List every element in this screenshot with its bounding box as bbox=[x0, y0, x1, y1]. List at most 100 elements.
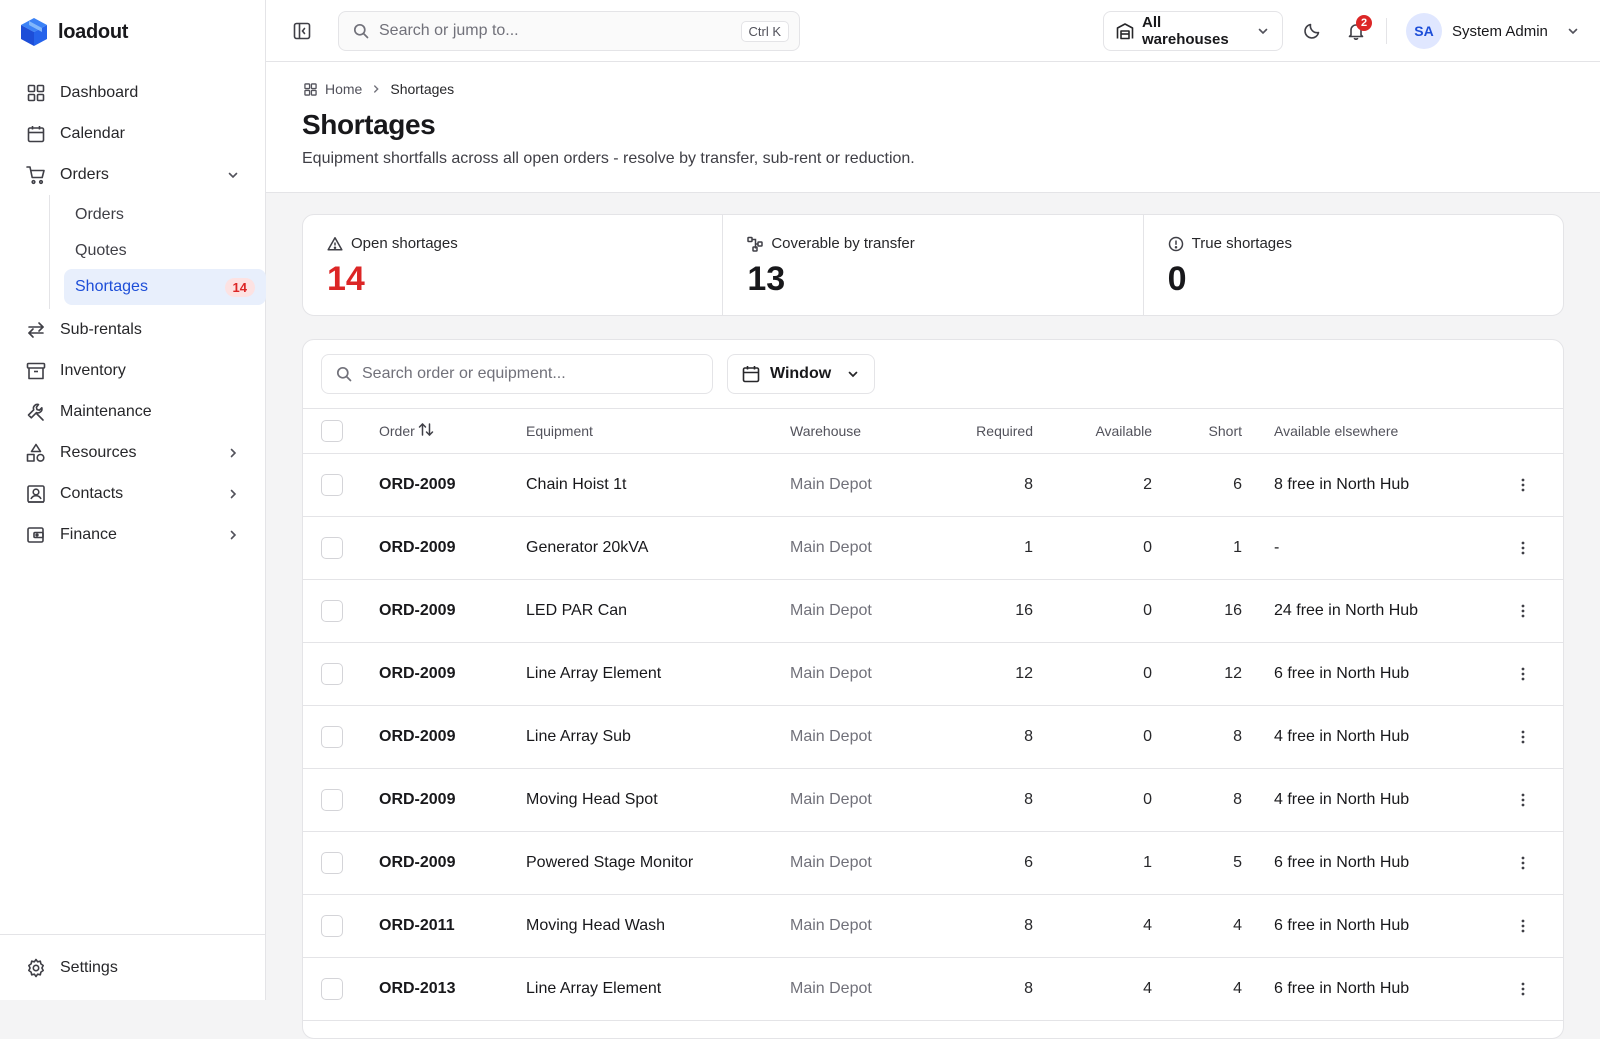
chevron-down-icon bbox=[1256, 24, 1270, 38]
row-checkbox[interactable] bbox=[321, 789, 343, 811]
brand[interactable]: loadout bbox=[20, 16, 128, 48]
order-number-link[interactable]: ORD-2009 bbox=[379, 791, 456, 808]
stat-value: 13 bbox=[747, 260, 786, 298]
table-row[interactable]: ORD-2009 Chain Hoist 1t Main Depot 8 2 6… bbox=[303, 454, 1563, 517]
available-elsewhere: 24 free in North Hub bbox=[1274, 602, 1419, 619]
row-actions-more-icon[interactable] bbox=[1511, 958, 1535, 1020]
breadcrumb-home-link[interactable]: Home bbox=[325, 81, 363, 97]
row-checkbox[interactable] bbox=[321, 726, 343, 748]
table-header-row: Order Equipment Warehouse Required Avail… bbox=[303, 409, 1563, 454]
stat-label: Coverable by transfer bbox=[771, 235, 915, 252]
row-checkbox[interactable] bbox=[321, 663, 343, 685]
row-actions-more-icon[interactable] bbox=[1511, 895, 1535, 957]
table-row[interactable]: ORD-2009 Generator 20kVA Main Depot 1 0 … bbox=[303, 517, 1563, 580]
row-checkbox[interactable] bbox=[321, 600, 343, 622]
available-elsewhere: 4 free in North Hub bbox=[1274, 728, 1410, 745]
topbar-divider bbox=[1386, 18, 1387, 44]
window-filter-button[interactable]: Window bbox=[727, 354, 875, 394]
sidebar-item-maintenance[interactable]: Maintenance bbox=[14, 391, 252, 432]
short-qty: 1 bbox=[1233, 539, 1242, 556]
equipment-name: Powered Stage Monitor bbox=[526, 854, 694, 871]
row-actions-more-icon[interactable] bbox=[1511, 769, 1535, 831]
stat-open-shortages: Open shortages 14 bbox=[303, 215, 724, 315]
row-actions-more-icon[interactable] bbox=[1511, 643, 1535, 705]
shortages-count-badge: 14 bbox=[224, 277, 255, 297]
table-row[interactable]: ORD-2009 Line Array Sub Main Depot 8 0 8… bbox=[303, 706, 1563, 769]
available-elsewhere: 8 free in North Hub bbox=[1274, 476, 1410, 493]
cart-icon bbox=[26, 165, 46, 185]
row-checkbox[interactable] bbox=[321, 852, 343, 874]
calendar-icon bbox=[742, 365, 760, 383]
row-checkbox[interactable] bbox=[321, 537, 343, 559]
subnav-item-orders[interactable]: Orders bbox=[50, 197, 252, 233]
page-header: Home Shortages Shortages Equipment short… bbox=[266, 62, 1600, 193]
row-actions-more-icon[interactable] bbox=[1511, 832, 1535, 894]
row-actions-more-icon[interactable] bbox=[1511, 517, 1535, 579]
breadcrumb: Home Shortages bbox=[304, 81, 454, 97]
search-icon bbox=[336, 366, 352, 382]
wrench-icon bbox=[26, 402, 46, 422]
column-header-order[interactable]: Order bbox=[379, 409, 509, 453]
table-row[interactable]: ORD-2011 Moving Head Wash Main Depot 8 4… bbox=[303, 895, 1563, 958]
sidebar-item-settings[interactable]: Settings bbox=[14, 947, 252, 988]
gear-icon bbox=[26, 958, 46, 978]
order-number-link[interactable]: ORD-2013 bbox=[379, 980, 456, 997]
sidebar-item-label: Contacts bbox=[60, 484, 124, 502]
equipment-name: Generator 20kVA bbox=[526, 539, 649, 556]
wallet-icon bbox=[26, 525, 46, 545]
order-number-link[interactable]: ORD-2011 bbox=[379, 917, 455, 934]
row-actions-more-icon[interactable] bbox=[1511, 454, 1535, 516]
order-number-link[interactable]: ORD-2009 bbox=[379, 602, 456, 619]
subnav-item-quotes[interactable]: Quotes bbox=[50, 233, 252, 269]
table-row[interactable]: ORD-2009 Powered Stage Monitor Main Depo… bbox=[303, 832, 1563, 895]
stat-true-shortages: True shortages 0 bbox=[1144, 215, 1563, 315]
available-elsewhere: 6 free in North Hub bbox=[1274, 917, 1410, 934]
sort-arrows-icon[interactable] bbox=[418, 422, 434, 440]
sidebar-item-dashboard[interactable]: Dashboard bbox=[14, 72, 252, 113]
order-number-link[interactable]: ORD-2009 bbox=[379, 476, 456, 493]
table-body: ORD-2009 Chain Hoist 1t Main Depot 8 2 6… bbox=[303, 454, 1563, 1021]
sidebar-item-contacts[interactable]: Contacts bbox=[14, 473, 252, 514]
warehouse-select[interactable]: All warehouses bbox=[1103, 11, 1283, 51]
cube-logo-icon bbox=[20, 17, 48, 47]
available-qty: 0 bbox=[1143, 602, 1152, 619]
table-search[interactable] bbox=[321, 354, 713, 394]
sidebar-item-sub-rentals[interactable]: Sub-rentals bbox=[14, 309, 252, 350]
order-number-link[interactable]: ORD-2009 bbox=[379, 665, 456, 682]
table-search-input[interactable] bbox=[362, 365, 698, 383]
sidebar-item-inventory[interactable]: Inventory bbox=[14, 350, 252, 391]
user-menu[interactable]: SA System Admin bbox=[1406, 13, 1580, 49]
sidebar-toggle-icon[interactable] bbox=[290, 19, 314, 43]
orders-subnav: Orders Quotes Shortages 14 bbox=[49, 195, 266, 309]
sidebar-item-label: Finance bbox=[60, 525, 117, 543]
notifications-bell-icon[interactable]: 2 bbox=[1344, 15, 1372, 43]
sidebar-item-calendar[interactable]: Calendar bbox=[14, 113, 252, 154]
global-search-input[interactable] bbox=[379, 22, 741, 40]
row-actions-more-icon[interactable] bbox=[1511, 580, 1535, 642]
sidebar-footer: Settings bbox=[0, 934, 266, 1000]
order-number-link[interactable]: ORD-2009 bbox=[379, 854, 456, 871]
subnav-item-shortages[interactable]: Shortages 14 bbox=[64, 269, 266, 305]
select-all-checkbox[interactable] bbox=[321, 420, 343, 442]
sidebar-item-resources[interactable]: Resources bbox=[14, 432, 252, 473]
sidebar-item-orders[interactable]: Orders bbox=[14, 154, 252, 195]
table-row[interactable]: ORD-2009 LED PAR Can Main Depot 16 0 16 … bbox=[303, 580, 1563, 643]
row-actions-more-icon[interactable] bbox=[1511, 706, 1535, 768]
global-search[interactable]: Ctrl K bbox=[338, 11, 800, 51]
warehouse-name: Main Depot bbox=[790, 980, 872, 997]
column-header-equipment: Equipment bbox=[526, 423, 593, 439]
row-checkbox[interactable] bbox=[321, 915, 343, 937]
table-row[interactable]: ORD-2009 Moving Head Spot Main Depot 8 0… bbox=[303, 769, 1563, 832]
table-row[interactable]: ORD-2013 Line Array Element Main Depot 8… bbox=[303, 958, 1563, 1021]
order-number-link[interactable]: ORD-2009 bbox=[379, 539, 456, 556]
row-checkbox[interactable] bbox=[321, 978, 343, 1000]
order-number-link[interactable]: ORD-2009 bbox=[379, 728, 456, 745]
available-qty: 4 bbox=[1143, 917, 1152, 934]
user-name: System Admin bbox=[1452, 22, 1548, 40]
sidebar-item-finance[interactable]: Finance bbox=[14, 514, 252, 555]
row-checkbox[interactable] bbox=[321, 474, 343, 496]
available-qty: 0 bbox=[1143, 791, 1152, 808]
table-row[interactable]: ORD-2009 Line Array Element Main Depot 1… bbox=[303, 643, 1563, 706]
theme-toggle-moon-icon[interactable] bbox=[1300, 19, 1324, 43]
swap-icon bbox=[26, 320, 46, 340]
